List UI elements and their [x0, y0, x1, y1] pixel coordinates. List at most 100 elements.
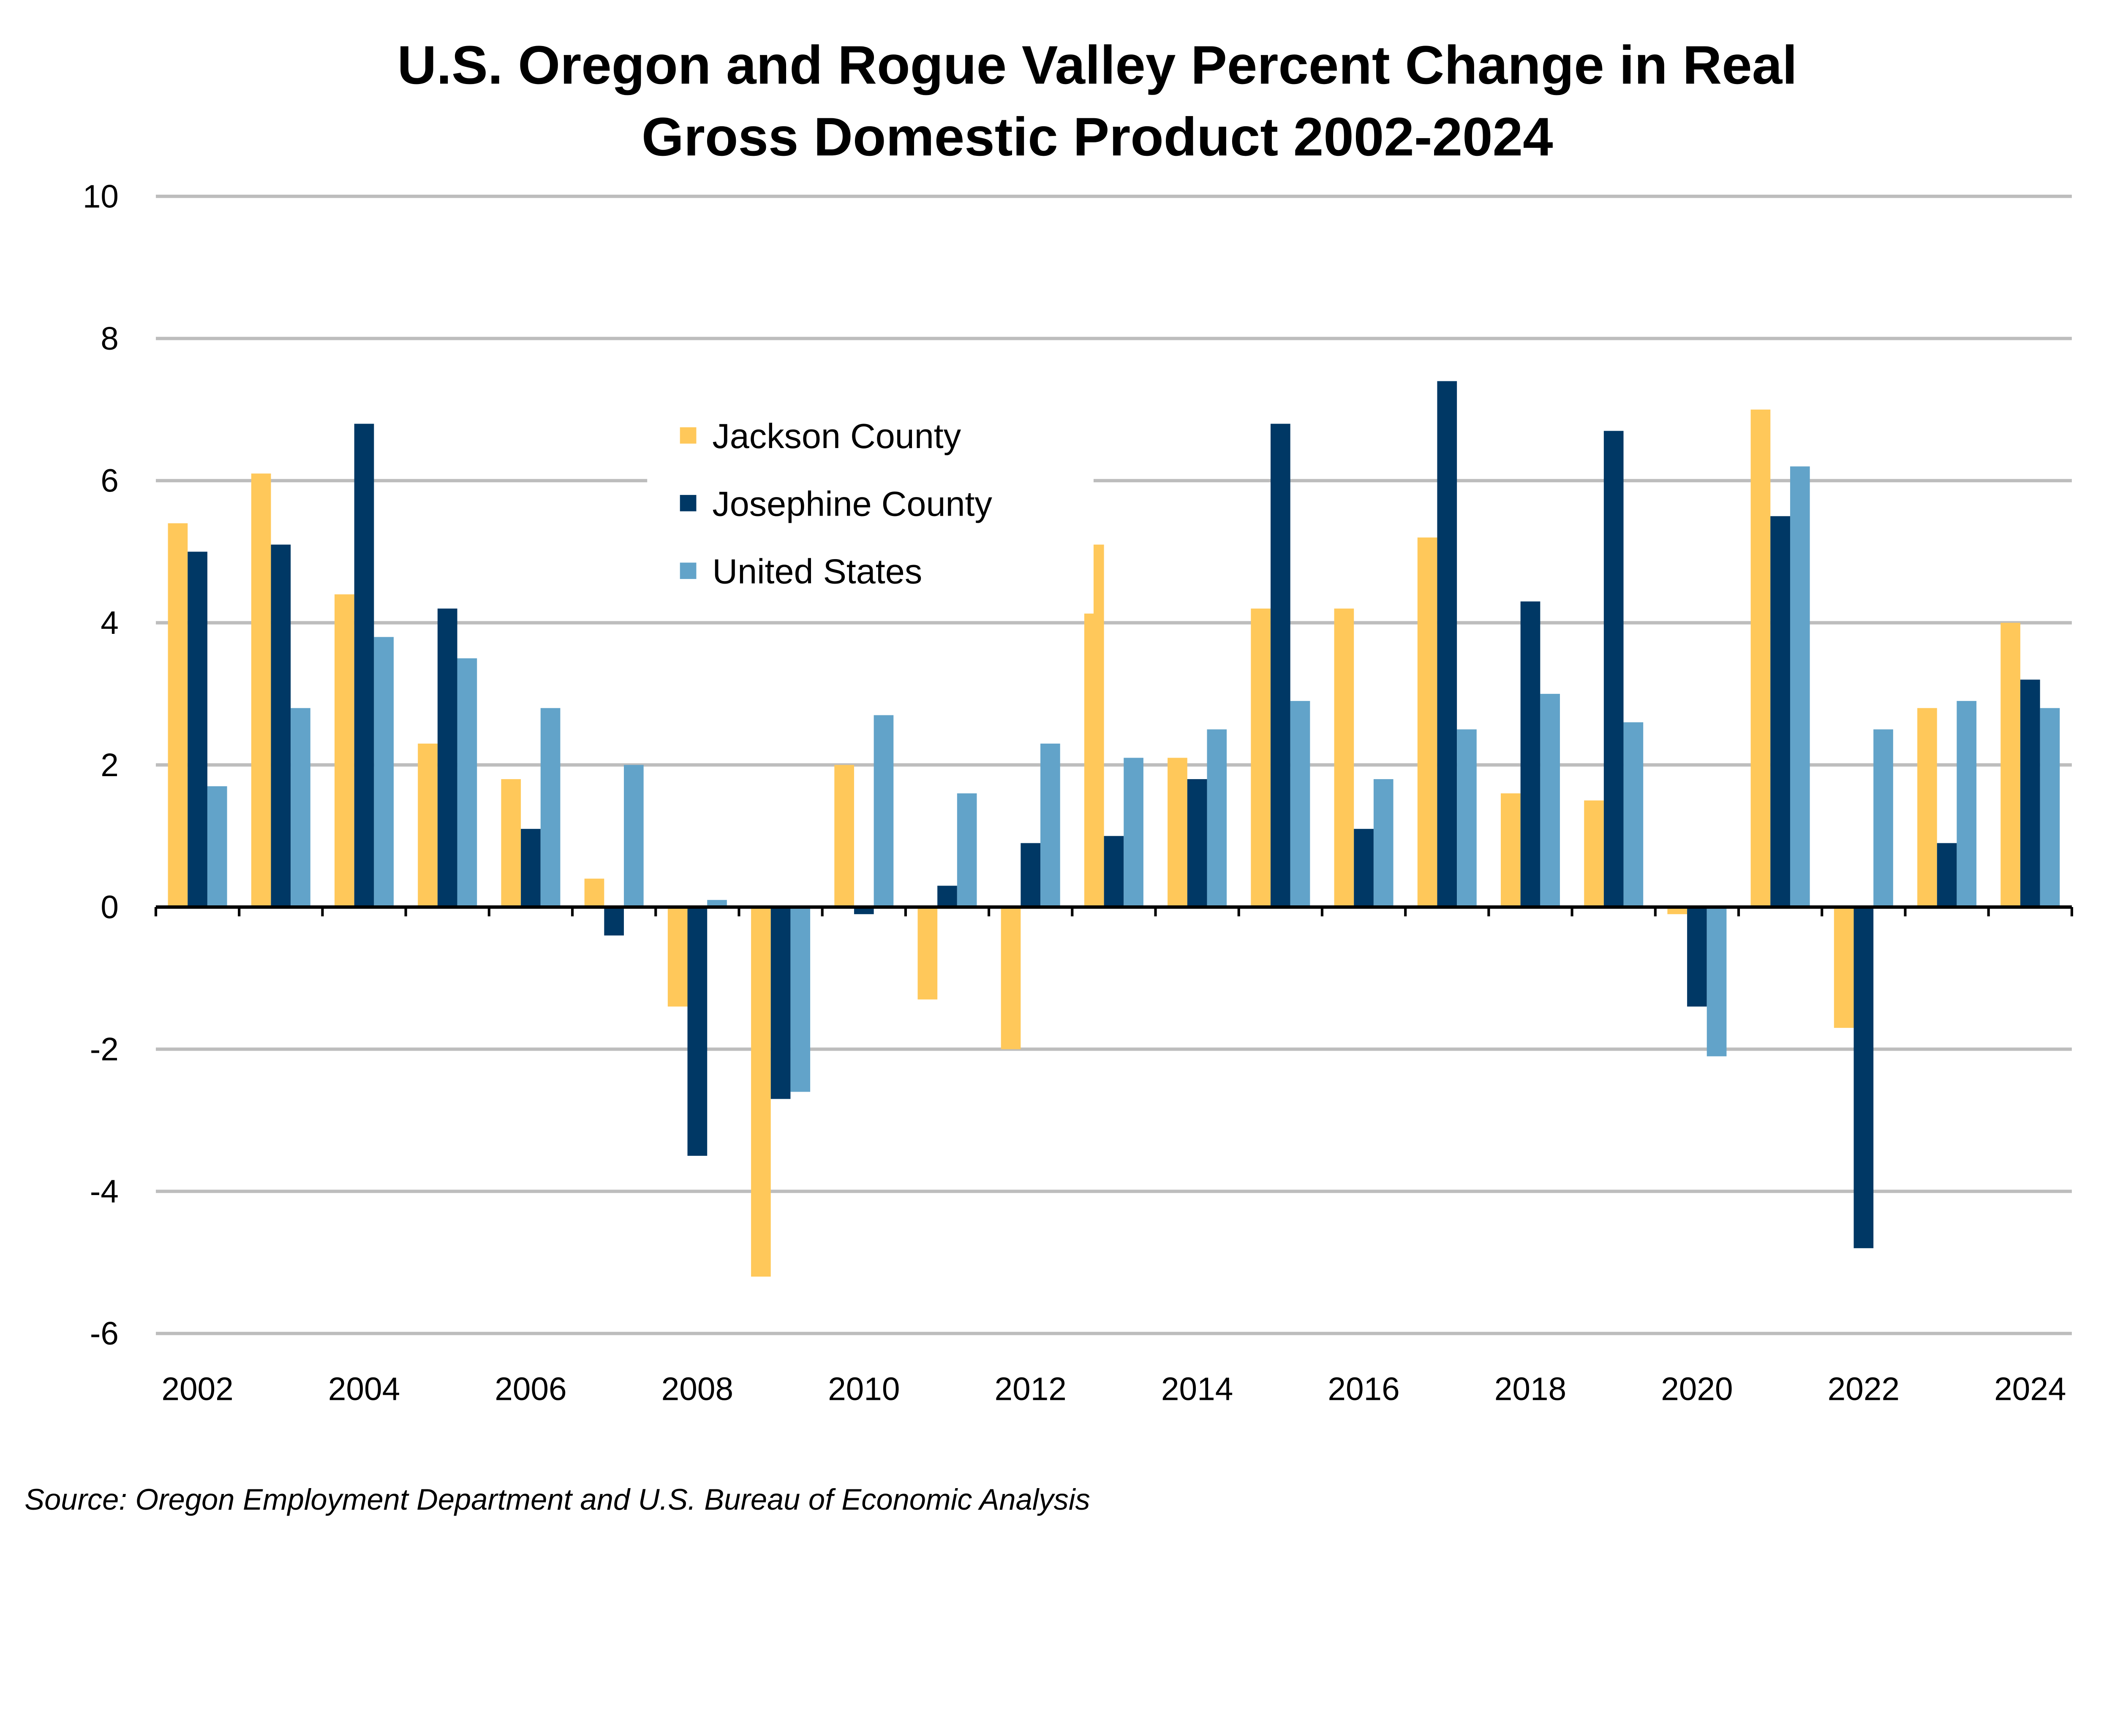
bar-josephine-county-2019 [1603, 431, 1624, 907]
bar-jackson-county-2002 [168, 523, 188, 907]
bar-united-states-2017 [1457, 729, 1477, 907]
bar-united-states-2021 [1790, 466, 1810, 907]
bar-united-states-2022 [1873, 729, 1893, 907]
bar-united-states-2010 [874, 715, 894, 907]
bar-jackson-county-2004 [334, 594, 354, 907]
x-tick-label: 2018 [1494, 1371, 1566, 1407]
bar-josephine-county-2010 [854, 907, 874, 914]
gdp-chart: U.S. Oregon and Rogue Valley Percent Cha… [24, 35, 2073, 1516]
legend-swatch [680, 495, 697, 511]
y-tick-label: -2 [90, 1032, 119, 1068]
bar-josephine-county-2005 [437, 609, 457, 907]
bar-jackson-county-2012 [1001, 907, 1021, 1049]
legend-background [647, 405, 1094, 614]
bar-josephine-county-2006 [521, 829, 541, 907]
bar-united-states-2007 [623, 765, 644, 907]
bar-josephine-county-2020 [1687, 907, 1707, 1007]
y-tick-label: 6 [101, 463, 119, 499]
bar-united-states-2009 [790, 907, 811, 1092]
bar-josephine-county-2012 [1021, 843, 1041, 907]
bar-united-states-2015 [1290, 701, 1310, 907]
bar-united-states-2008 [707, 900, 727, 907]
x-tick-label: 2022 [1828, 1371, 1900, 1407]
bar-united-states-2011 [957, 793, 977, 907]
bar-jackson-county-2024 [2000, 622, 2020, 907]
bar-jackson-county-2008 [667, 907, 688, 1007]
source-note: Source: Oregon Employment Department and… [24, 1483, 1090, 1516]
x-tick-label: 2024 [1994, 1371, 2066, 1407]
bar-jackson-county-2007 [584, 878, 604, 907]
x-tick-label: 2016 [1328, 1371, 1399, 1407]
bar-josephine-county-2008 [687, 907, 708, 1156]
bar-josephine-county-2016 [1354, 829, 1374, 907]
bar-jackson-county-2019 [1584, 800, 1604, 907]
bar-jackson-county-2022 [1834, 907, 1854, 1028]
y-tick-label: -6 [90, 1316, 119, 1352]
bar-josephine-county-2017 [1437, 381, 1457, 907]
bar-josephine-county-2021 [1770, 516, 1790, 907]
bar-jackson-county-2009 [751, 907, 771, 1277]
bar-josephine-county-2018 [1520, 601, 1540, 907]
legend: Jackson County Josephine County United Sta… [647, 405, 1094, 614]
y-tick-label: 2 [101, 747, 119, 783]
legend-swatch [680, 562, 697, 579]
bar-jackson-county-2005 [418, 743, 438, 907]
bar-jackson-county-2017 [1417, 537, 1437, 907]
bar-jackson-county-2016 [1334, 609, 1354, 907]
bar-josephine-county-2004 [354, 424, 374, 907]
bar-united-states-2016 [1373, 779, 1393, 907]
y-tick-label: -4 [90, 1174, 119, 1210]
y-tick-label: 10 [83, 179, 119, 215]
bar-josephine-county-2023 [1937, 843, 1957, 907]
legend-label: Josephine County [712, 484, 992, 523]
bar-josephine-county-2022 [1853, 907, 1874, 1248]
bar-jackson-county-2014 [1168, 758, 1187, 907]
bar-united-states-2003 [291, 708, 310, 907]
x-tick-label: 2004 [328, 1371, 400, 1407]
chart-title-line-1: U.S. Oregon and Rogue Valley Percent Cha… [397, 35, 1797, 95]
bar-united-states-2002 [207, 786, 227, 907]
bar-jackson-county-2015 [1251, 609, 1271, 907]
bar-josephine-county-2013 [1104, 836, 1124, 907]
bar-jackson-county-2020 [1667, 907, 1687, 914]
bar-united-states-2006 [540, 708, 561, 907]
y-tick-label: 4 [101, 605, 119, 641]
x-tick-label: 2010 [828, 1371, 900, 1407]
bar-jackson-county-2021 [1750, 409, 1771, 907]
legend-label: United States [712, 552, 922, 591]
x-tick-label: 2020 [1661, 1371, 1733, 1407]
x-tick-label: 2008 [661, 1371, 733, 1407]
bar-united-states-2005 [457, 658, 477, 907]
legend-label: Jackson County [712, 416, 961, 456]
bar-josephine-county-2024 [2020, 679, 2040, 907]
bar-united-states-2024 [2040, 708, 2060, 907]
x-tick-label: 2014 [1161, 1371, 1233, 1407]
bar-united-states-2013 [1124, 758, 1143, 907]
bar-united-states-2023 [1957, 701, 1977, 907]
bar-josephine-county-2002 [188, 551, 207, 907]
x-tick-label: 2002 [161, 1371, 233, 1407]
y-tick-label: 0 [101, 889, 119, 925]
bar-united-states-2004 [374, 637, 394, 907]
bar-jackson-county-2003 [251, 473, 271, 907]
legend-swatch [680, 427, 697, 444]
bars [168, 381, 2060, 1277]
bar-josephine-county-2007 [604, 907, 624, 936]
bar-josephine-county-2015 [1271, 424, 1290, 907]
bar-united-states-2019 [1623, 722, 1644, 907]
bar-jackson-county-2006 [501, 779, 521, 907]
x-tick-label: 2012 [994, 1371, 1066, 1407]
bar-united-states-2012 [1040, 743, 1060, 907]
bar-united-states-2014 [1207, 729, 1227, 907]
bar-josephine-county-2009 [770, 907, 791, 1099]
x-tick-label: 2006 [495, 1371, 566, 1407]
bar-united-states-2020 [1706, 907, 1727, 1057]
bar-josephine-county-2003 [271, 544, 291, 907]
chart-title-line-2: Gross Domestic Product 2002-2024 [642, 107, 1553, 167]
bar-jackson-county-2018 [1500, 793, 1521, 907]
bar-united-states-2018 [1540, 694, 1560, 907]
axes: 10 8 6 4 2 0 -2 -4 -6 2002 2004 2006 2008 2010 2012 201… [83, 179, 2073, 1407]
bar-josephine-county-2011 [937, 886, 957, 907]
bar-jackson-county-2010 [834, 765, 854, 907]
bar-jackson-county-2011 [917, 907, 938, 1000]
